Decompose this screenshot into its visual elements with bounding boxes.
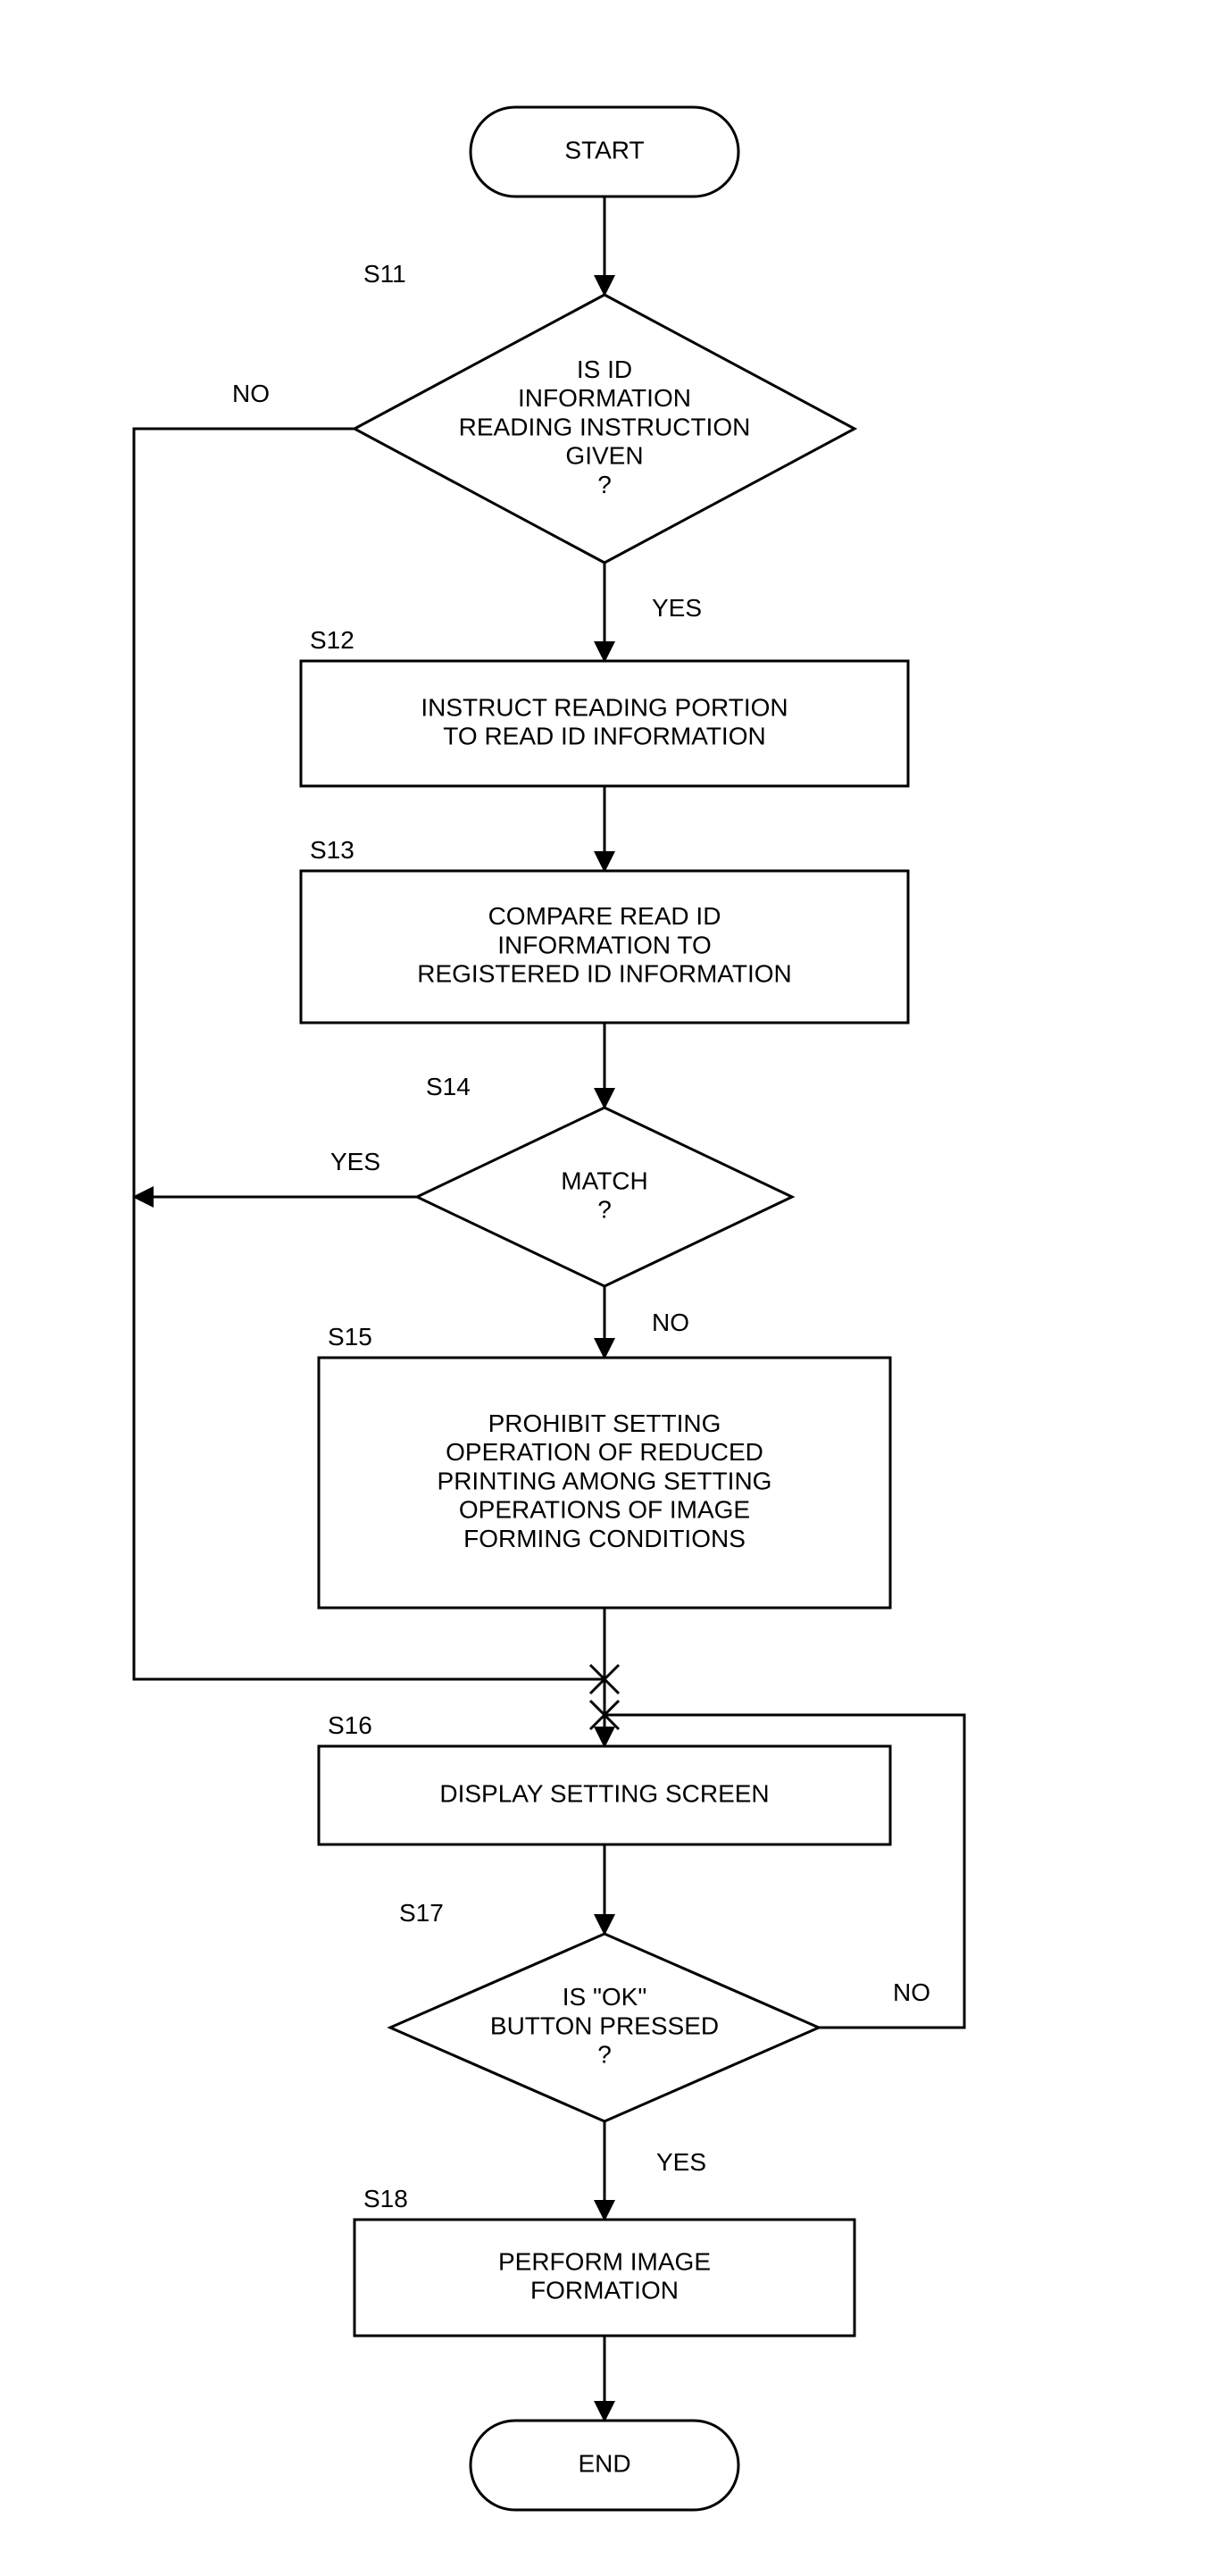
node-s14-text: MATCH	[561, 1167, 647, 1194]
edge-label-s17-no-s16-loop: NO	[893, 1978, 930, 2006]
step-label-s16: S16	[328, 1711, 372, 1739]
node-s18-text: FORMATION	[530, 2276, 679, 2304]
node-s11-text: ?	[597, 471, 612, 498]
node-s15-text: PRINTING AMONG SETTING	[438, 1467, 772, 1494]
node-s18-text: PERFORM IMAGE	[498, 2247, 711, 2275]
edge-label-s17-s18: YES	[656, 2148, 706, 2176]
node-end-text: END	[578, 2449, 630, 2477]
node-start-text: START	[564, 136, 644, 163]
node-s11-text: GIVEN	[565, 442, 643, 470]
node-s12-text: TO READ ID INFORMATION	[443, 722, 765, 749]
node-s17-text: IS "OK"	[563, 1983, 647, 2011]
edge-label-s11-no-merge-s16: NO	[232, 380, 270, 407]
node-s15-text: FORMING CONDITIONS	[463, 1525, 746, 1552]
node-s12-text: INSTRUCT READING PORTION	[421, 693, 788, 721]
edge-label-s11-s12: YES	[652, 594, 702, 622]
node-s11-text: INFORMATION	[518, 384, 691, 412]
step-label-s13: S13	[310, 836, 354, 864]
step-label-s17: S17	[399, 1899, 444, 1927]
step-label-s18: S18	[363, 2185, 408, 2212]
node-s14-text: ?	[597, 1195, 612, 1223]
node-s13-text: REGISTERED ID INFORMATION	[417, 960, 792, 988]
edge-label-s14-s15: NO	[652, 1309, 689, 1336]
node-s11-text: IS ID	[577, 355, 632, 383]
node-s17-text: ?	[597, 2041, 612, 2069]
node-s17-text: BUTTON PRESSED	[490, 2011, 719, 2039]
step-label-s12: S12	[310, 626, 354, 654]
node-s15-text: OPERATIONS OF IMAGE	[459, 1496, 750, 1524]
node-s13-text: INFORMATION TO	[497, 931, 712, 958]
node-s13-text: COMPARE READ ID	[488, 902, 721, 930]
node-s16-text: DISPLAY SETTING SCREEN	[439, 1779, 769, 1807]
step-label-s11: S11	[363, 260, 406, 288]
node-s15-text: OPERATION OF REDUCED	[446, 1438, 763, 1466]
node-s11-text: READING INSTRUCTION	[459, 413, 751, 440]
node-s15-text: PROHIBIT SETTING	[488, 1409, 721, 1437]
step-label-s15: S15	[328, 1323, 372, 1351]
step-label-s14: S14	[426, 1073, 471, 1100]
edge-label-s14-yes-merge-s16: YES	[330, 1148, 380, 1175]
